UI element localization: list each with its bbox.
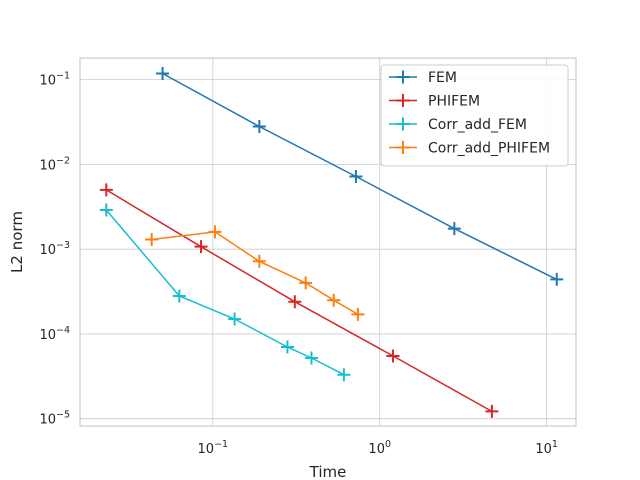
legend-box	[380, 64, 569, 167]
legend-label-phifem: PHIFEM	[428, 94, 480, 110]
x-tick-exponent: 0	[385, 439, 391, 450]
y-axis-label: L2 norm	[8, 211, 26, 273]
data-point-corr-add-phifem	[145, 233, 159, 247]
data-point-fem	[252, 119, 266, 133]
data-point-fem	[156, 67, 170, 81]
series-corr-add-fem	[99, 203, 351, 382]
x-tick-base: 10	[535, 442, 552, 457]
x-tick-label: 100	[368, 439, 391, 457]
x-tick-label: 101	[535, 439, 558, 457]
data-point-corr-add-fem	[172, 289, 186, 303]
data-point-corr-add-fem	[337, 368, 351, 382]
y-tick-label: 10−5	[39, 410, 70, 428]
legend-swatch-marker	[396, 94, 410, 107]
data-point-corr-add-phifem	[351, 307, 365, 321]
series-corr-add-phifem	[145, 225, 365, 321]
x-axis-label: Time	[309, 463, 347, 480]
legend-label-fem: FEM	[428, 70, 457, 86]
data-point-corr-add-fem	[99, 203, 113, 217]
series-line-phifem	[105, 189, 493, 413]
y-tick-label: 10−3	[39, 240, 70, 258]
data-point-corr-add-fem	[280, 340, 294, 354]
y-tick-label: 10−4	[39, 325, 70, 343]
y-tick-exponent: −2	[56, 155, 70, 166]
y-tick-exponent: −5	[56, 410, 70, 421]
y-tick-label: 10−1	[39, 71, 70, 89]
data-point-phifem	[194, 240, 208, 254]
legend: FEM PHIFEM Corr_add_FEM Corr_add_PHIFEM	[380, 64, 569, 167]
data-point-corr-add-phifem	[299, 276, 313, 290]
x-tick-exponent: −1	[214, 439, 228, 450]
data-point-corr-add-phifem	[327, 293, 341, 307]
series-fem	[156, 67, 564, 286]
y-tick-exponent: −4	[56, 325, 70, 336]
legend-swatch-marker	[396, 117, 410, 131]
y-tick-exponent: −3	[56, 240, 70, 251]
legend-label-corr-add-phifem: Corr_add_PHIFEM	[428, 141, 550, 157]
data-point-phifem	[386, 349, 400, 363]
x-tick-base: 10	[198, 442, 215, 457]
legend-swatch-marker	[396, 141, 410, 154]
y-tick-base: 10	[39, 413, 56, 428]
y-tick-base: 10	[39, 74, 56, 89]
x-tick-label: 10−1	[198, 439, 229, 457]
series-line-corr-add-phifem	[151, 231, 359, 316]
series-phifem	[99, 183, 499, 418]
y-tick-label: 10−2	[39, 155, 70, 173]
data-point-corr-add-phifem	[252, 254, 266, 268]
data-point-corr-add-fem	[304, 351, 318, 365]
data-point-fem	[447, 222, 461, 236]
data-point-fem	[550, 272, 564, 286]
x-tick-base: 10	[368, 442, 385, 457]
plot-frame	[79, 57, 577, 427]
y-tick-base: 10	[39, 328, 56, 343]
data-point-phifem	[288, 295, 302, 309]
data-point-corr-add-fem	[228, 312, 242, 326]
data-point-corr-add-phifem	[208, 225, 222, 239]
data-point-phifem	[99, 183, 113, 197]
legend-swatch-marker	[396, 70, 410, 84]
y-tick-base: 10	[39, 158, 56, 173]
plot-series	[99, 67, 564, 418]
legend-label-corr-add-fem: Corr_add_FEM	[428, 117, 527, 133]
x-tick-exponent: 1	[552, 439, 558, 450]
data-point-fem	[349, 169, 363, 183]
y-tick-exponent: −1	[56, 71, 70, 82]
data-point-phifem	[485, 404, 499, 418]
y-tick-base: 10	[39, 243, 56, 258]
series-line-corr-add-fem	[105, 209, 345, 376]
